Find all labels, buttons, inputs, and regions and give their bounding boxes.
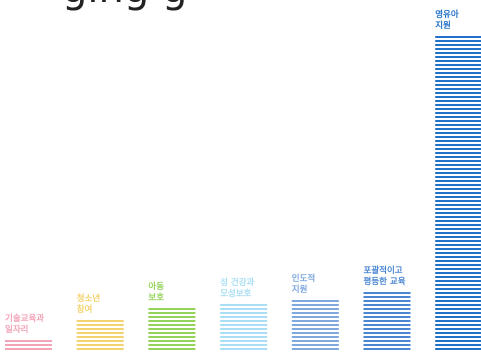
category-label: 보호 [148,292,164,303]
bar [363,292,411,352]
bar [148,308,196,352]
category-label: 포괄적이고 [364,265,403,276]
category-label: 아동 [148,281,164,292]
category-label: 성 건강과 [220,277,254,288]
bar [76,320,124,352]
bar [220,304,268,352]
category-label: 기술교육과 [5,313,44,324]
bar [5,340,52,352]
bar [291,300,339,352]
category-label: 평등한 교육 [364,276,406,287]
category-label: 참여 [77,304,93,315]
chart-title: ging g [62,0,187,12]
category-label: 영유아 [435,9,459,20]
category-label: 모성보호 [220,288,251,299]
category-label: 청소년 [77,293,101,304]
category-label: 일자리 [5,324,28,335]
category-label: 인도적 [292,273,315,284]
category-label: 지원 [435,20,451,31]
bar [435,36,481,352]
category-label: 지원 [292,284,308,295]
